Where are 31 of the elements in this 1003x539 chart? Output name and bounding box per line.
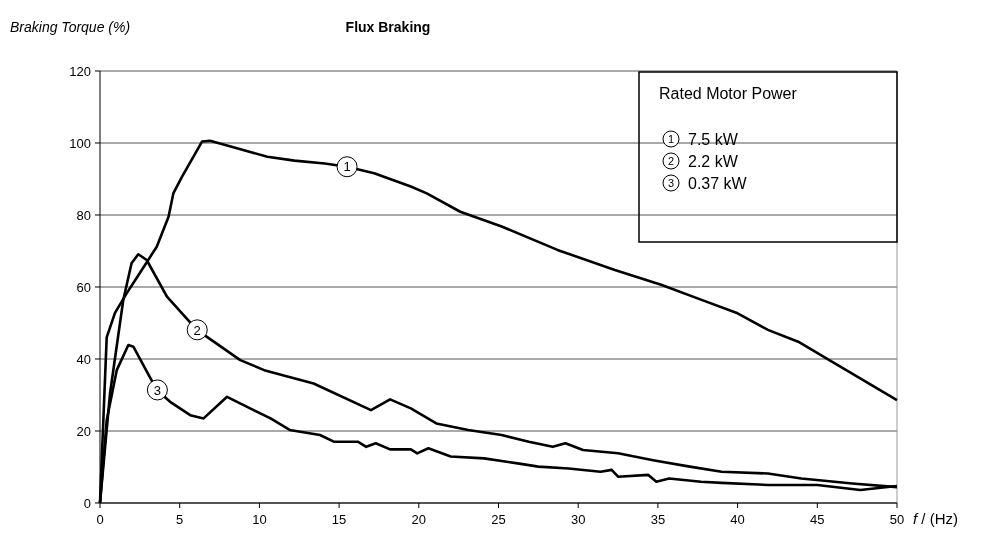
x-tick-label: 10 [252,512,267,527]
legend-label: 7.5 kW [688,130,739,148]
y-axis-title: Braking Torque (%) [10,19,131,35]
y-tick-label: 120 [69,63,91,79]
annotation: 3 [153,382,161,398]
text: 1 [667,132,675,145]
x-tick-label: 40 [730,512,745,527]
text: 2 [667,154,675,167]
x-tick-label: 25 [491,512,506,527]
x-tick-label: 50 [889,512,905,527]
y-tick-label: 0 [83,495,91,511]
chart-title: Flux Braking [345,19,431,35]
y-tick-label: 20 [76,423,91,439]
x-tick-label: 20 [411,512,427,527]
legend-label: 2.2 kW [688,152,739,170]
x-axis-title: f / (Hz) [913,510,958,527]
y-tick-label: 60 [76,279,91,295]
y-tick-label: 80 [76,207,91,223]
x-tick-label: 30 [570,512,586,527]
legend-title: Rated Motor Power [659,85,798,102]
annotation: 1 [343,159,351,175]
y-tick-label: 40 [76,351,91,367]
x-tick-label: 35 [650,512,666,527]
x-tick-label: 0 [96,512,104,527]
x-tick-label: 45 [810,512,825,527]
x-tick-label: 15 [331,512,347,527]
y-tick-label: 100 [69,135,91,151]
legend-label: 0.37 kW [688,174,748,192]
x-tick-label: 5 [176,512,184,527]
annotation: 2 [193,322,201,338]
text: 3 [667,176,675,189]
